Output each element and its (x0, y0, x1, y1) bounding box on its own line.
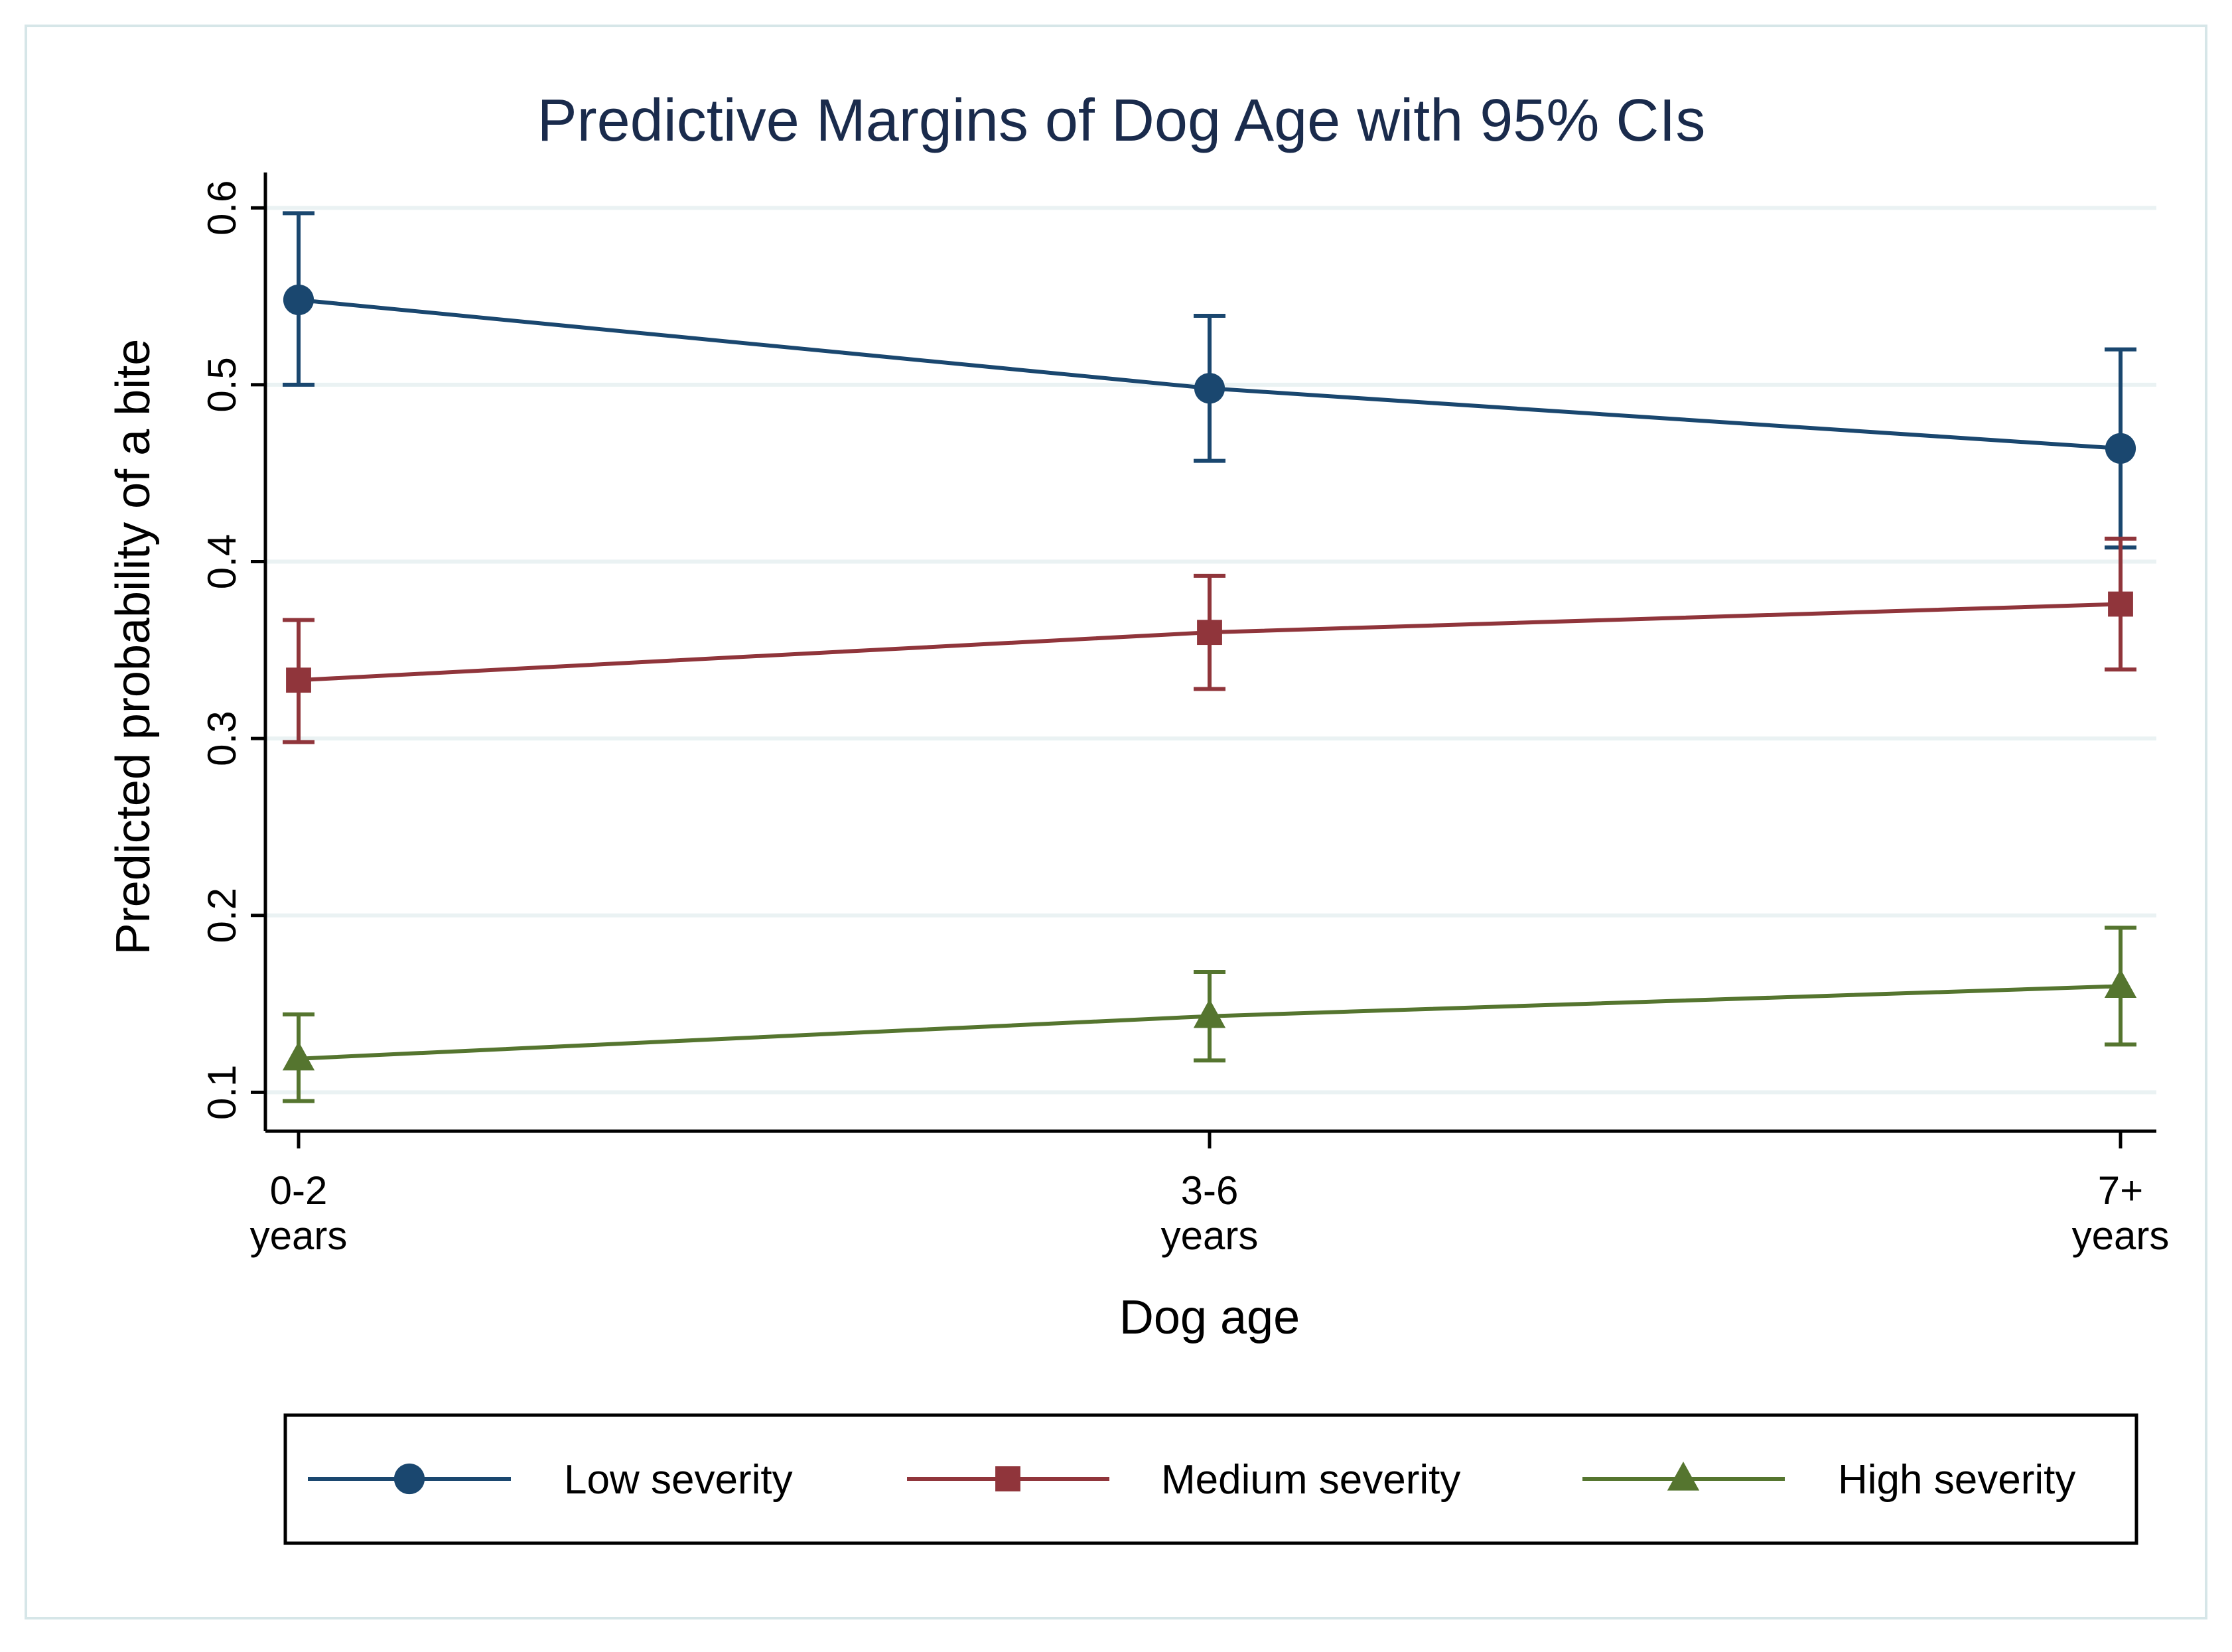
y-axis-label: Predicted probability of a bite (107, 339, 160, 955)
legend-items: Low severity Medium severity High severity (308, 1457, 2075, 1503)
y-tick-label: 0.4 (200, 534, 244, 589)
axis-layer: 0.10.20.30.40.50.60-2years3-6years7+year… (200, 172, 2169, 1258)
series-high-severity (282, 926, 2137, 1103)
outer-frame (25, 25, 2207, 1619)
legend-label: Medium severity (1161, 1457, 1460, 1503)
marker-square (2108, 591, 2133, 617)
marker-circle (283, 284, 314, 316)
y-tick-label: 0.5 (200, 357, 244, 412)
marker-triangle (1193, 998, 1226, 1028)
legend: Low severity Medium severity High severity (283, 1413, 2138, 1545)
y-tick-label: 0.6 (200, 180, 244, 236)
marker-triangle (2104, 969, 2137, 998)
y-tick-label: 0.2 (200, 888, 244, 943)
series-layer (282, 211, 2137, 1103)
legend-item-medium-severity: Medium severity (907, 1457, 1460, 1503)
chart-title: Predictive Margins of Dog Age with 95% C… (537, 88, 1706, 154)
marker-square (1197, 620, 1222, 646)
x-tick-label: 3-6 (1181, 1168, 1239, 1213)
x-tick-label: 0-2 (270, 1168, 328, 1213)
x-tick-label: 7+ (2098, 1168, 2143, 1213)
marker-circle (393, 1463, 425, 1495)
legend-box (283, 1413, 2138, 1545)
legend-item-low-severity: Low severity (308, 1457, 793, 1503)
y-tick-label: 0.1 (200, 1065, 244, 1120)
series-low-severity (283, 211, 2136, 550)
x-tick-label-unit: years (2072, 1213, 2170, 1258)
series-medium-severity (283, 536, 2136, 744)
y-tick-label: 0.3 (200, 711, 244, 766)
marker-triangle (1667, 1461, 1700, 1491)
marker-square (286, 667, 311, 693)
legend-label: Low severity (564, 1457, 793, 1503)
x-tick-label-unit: years (250, 1213, 348, 1258)
marker-circle (1194, 373, 1225, 404)
marker-triangle (282, 1041, 315, 1071)
x-axis-label: Dog age (1119, 1291, 1300, 1344)
legend-item-high-severity: High severity (1582, 1457, 2075, 1503)
legend-label: High severity (1838, 1457, 2075, 1503)
x-tick-label-unit: years (1161, 1213, 1259, 1258)
marker-square (995, 1466, 1020, 1491)
marker-circle (2105, 433, 2136, 464)
